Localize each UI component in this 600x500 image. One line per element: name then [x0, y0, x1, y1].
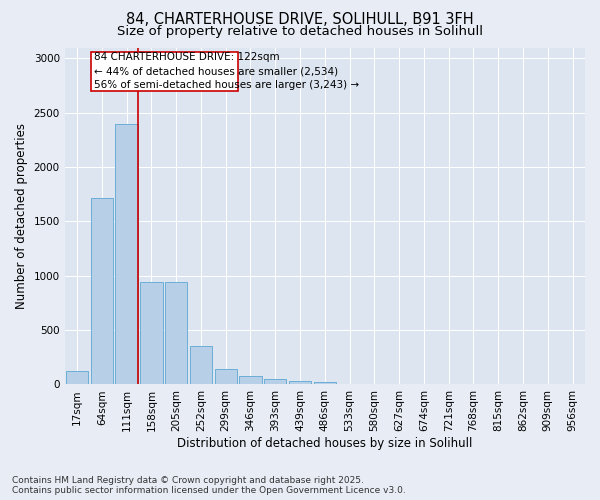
Bar — [115, 124, 138, 384]
Bar — [140, 282, 163, 384]
Text: Size of property relative to detached houses in Solihull: Size of property relative to detached ho… — [117, 25, 483, 38]
Bar — [289, 380, 311, 384]
X-axis label: Distribution of detached houses by size in Solihull: Distribution of detached houses by size … — [177, 437, 473, 450]
Text: 84 CHARTERHOUSE DRIVE: 122sqm
← 44% of detached houses are smaller (2,534)
56% o: 84 CHARTERHOUSE DRIVE: 122sqm ← 44% of d… — [94, 52, 359, 90]
Bar — [91, 198, 113, 384]
Bar — [239, 376, 262, 384]
Bar — [190, 346, 212, 385]
Text: 84, CHARTERHOUSE DRIVE, SOLIHULL, B91 3FH: 84, CHARTERHOUSE DRIVE, SOLIHULL, B91 3F… — [126, 12, 474, 28]
Y-axis label: Number of detached properties: Number of detached properties — [15, 123, 28, 309]
Bar — [264, 379, 286, 384]
Text: Contains HM Land Registry data © Crown copyright and database right 2025.
Contai: Contains HM Land Registry data © Crown c… — [12, 476, 406, 495]
Bar — [215, 368, 237, 384]
Bar — [314, 382, 336, 384]
FancyBboxPatch shape — [91, 52, 238, 91]
Bar — [165, 282, 187, 384]
Bar — [66, 372, 88, 384]
